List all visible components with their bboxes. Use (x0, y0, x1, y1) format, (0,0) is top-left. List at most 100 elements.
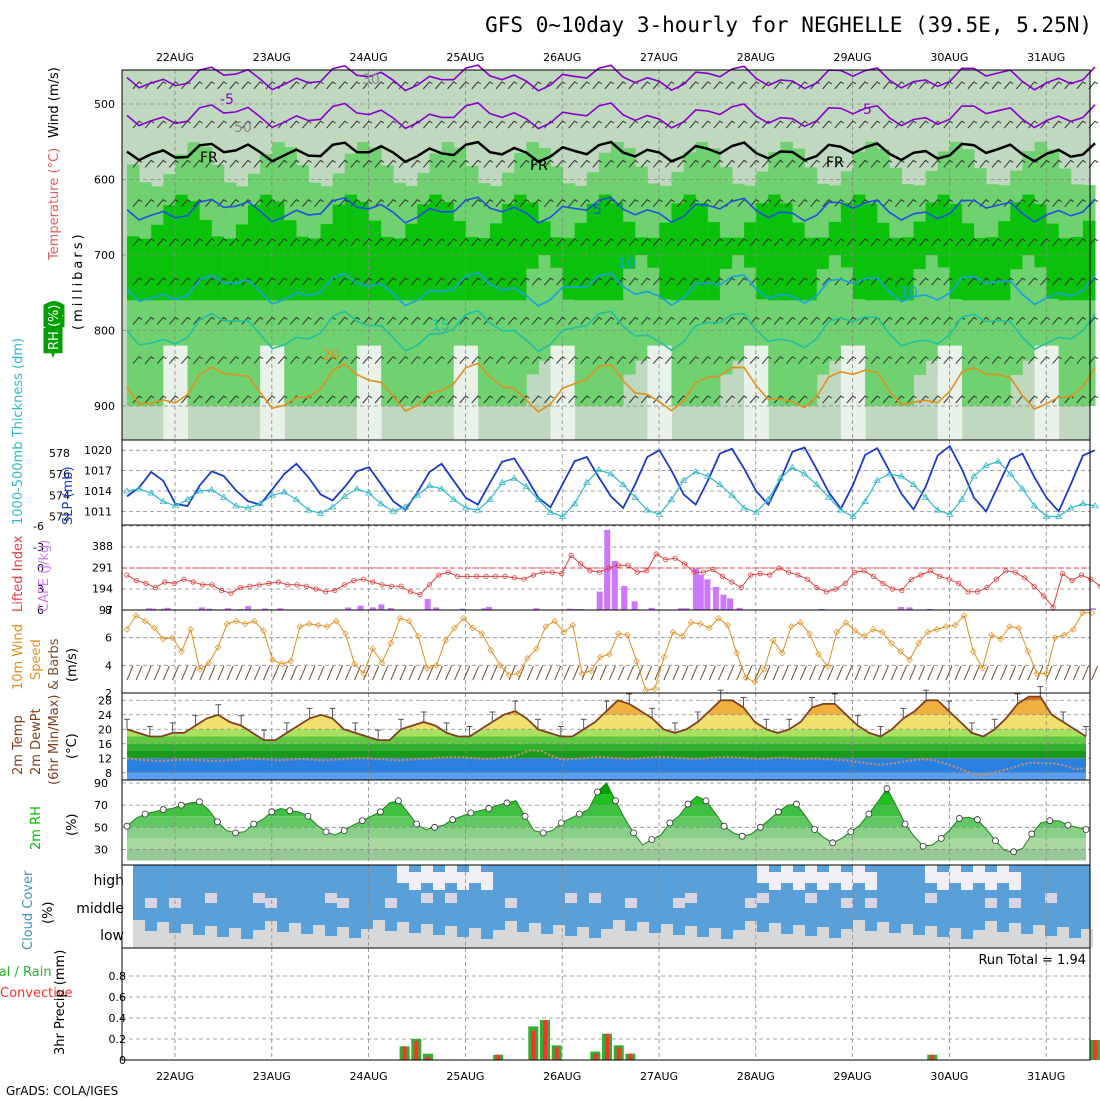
wind-barb (398, 356, 409, 365)
li-marker (436, 572, 442, 578)
contour-label: 15 (432, 318, 450, 334)
rh-shading (369, 220, 382, 301)
wind-barb-10m (536, 665, 543, 681)
wind-barb (580, 238, 590, 247)
wind-barb (447, 199, 457, 207)
wind-barb (955, 81, 966, 90)
wind-barb (628, 277, 639, 286)
wind-barb (495, 277, 506, 286)
temp-minmax-bar (1014, 693, 1021, 704)
wind-barb (894, 238, 905, 247)
pressure-tick-label: 700 (94, 249, 115, 262)
wind-barb (1028, 395, 1038, 404)
wind-barb (544, 395, 554, 404)
wind-barb (761, 395, 772, 404)
wind-barb (447, 238, 457, 247)
temp-band (127, 696, 1086, 701)
rh-shading (671, 203, 685, 301)
wind-barb (435, 316, 445, 325)
wind-barb (1088, 316, 1099, 325)
wind-speed-marker (1079, 609, 1086, 617)
wind-barb (338, 277, 348, 286)
wind-barb (132, 120, 143, 129)
cape-bar (683, 608, 690, 610)
wind-barb (144, 356, 155, 365)
wind-barb (713, 356, 724, 365)
wind-barb (991, 159, 1002, 168)
wind-barb (749, 356, 760, 365)
thickness-marker (570, 499, 579, 507)
wind-speed-marker (542, 623, 549, 630)
wind-barb (314, 395, 324, 404)
wind-speed-marker (988, 631, 995, 639)
thickness-tick-label: 576 (49, 468, 70, 481)
li-marker (313, 586, 319, 592)
wind-speed-marker (214, 644, 222, 651)
contour-label: 5 (593, 202, 602, 218)
wind-barb (471, 395, 482, 404)
cape-bar (720, 594, 727, 610)
wind-barb-10m (399, 665, 407, 681)
high-cloud-block (409, 872, 421, 890)
bottom-date-label: 22AUG (156, 1070, 194, 1083)
lifted-index-axis-label: Lifted Index (11, 535, 26, 612)
wind-barb-10m (217, 665, 225, 681)
wind-barb (507, 81, 518, 90)
wind-barb (362, 159, 373, 168)
thickness-marker (304, 506, 313, 513)
wind-barb (737, 395, 748, 404)
thickness-marker (280, 488, 289, 495)
wind-barb (156, 159, 167, 168)
wind-barb (943, 159, 953, 168)
rh2m-marker (467, 809, 475, 817)
temp-minmax-bar (694, 711, 701, 722)
wind-barb (616, 238, 627, 247)
wind-barb-10m (153, 665, 161, 681)
wind-barb (786, 356, 796, 365)
wind-barb (374, 277, 385, 286)
wind-speed-marker (314, 621, 322, 629)
wind-barb (1088, 238, 1099, 247)
wind-barb-10m (290, 665, 298, 681)
wind-barb (919, 316, 929, 325)
wind-barb (713, 81, 724, 90)
wind-speed-marker (551, 617, 559, 625)
wind-barb-10m (545, 665, 553, 681)
rh-band (127, 849, 1086, 861)
wind-barb (435, 356, 445, 365)
li-marker (993, 576, 1000, 582)
wind-barb (519, 238, 530, 247)
wind-barb (168, 316, 179, 325)
wind-barb (907, 356, 917, 365)
cape-bar (245, 606, 252, 610)
wind-barb (398, 238, 409, 247)
rh2m-marker (304, 812, 312, 820)
rh-dry-patch (1034, 345, 1048, 440)
wind-barb-10m (872, 665, 880, 681)
wind-barb (289, 120, 300, 129)
wind-barb (519, 356, 530, 365)
wind-speed-marker (405, 617, 413, 625)
cape-bar (704, 579, 711, 610)
wind-barb (350, 356, 361, 365)
wind-barb (181, 159, 191, 168)
precip-conv-bar (414, 1041, 419, 1060)
wind-barb (314, 120, 324, 129)
li-marker (663, 556, 669, 563)
rh2m-marker (974, 816, 981, 823)
thickness-tick-label: 578 (49, 447, 70, 460)
rh2m-marker (431, 823, 439, 831)
wind-barb (931, 356, 941, 365)
low-cloud-block (949, 928, 961, 948)
cape-bar (161, 608, 168, 610)
cape-bar (459, 608, 466, 610)
high-cloud-block (481, 872, 493, 890)
wind-speed-marker (1070, 626, 1077, 633)
rh2m-marker (738, 832, 746, 840)
wind-barb (1088, 159, 1099, 168)
wind-barb (677, 199, 687, 207)
li-marker (379, 582, 385, 588)
rh-band (127, 838, 1086, 850)
cape-bar (225, 608, 232, 610)
